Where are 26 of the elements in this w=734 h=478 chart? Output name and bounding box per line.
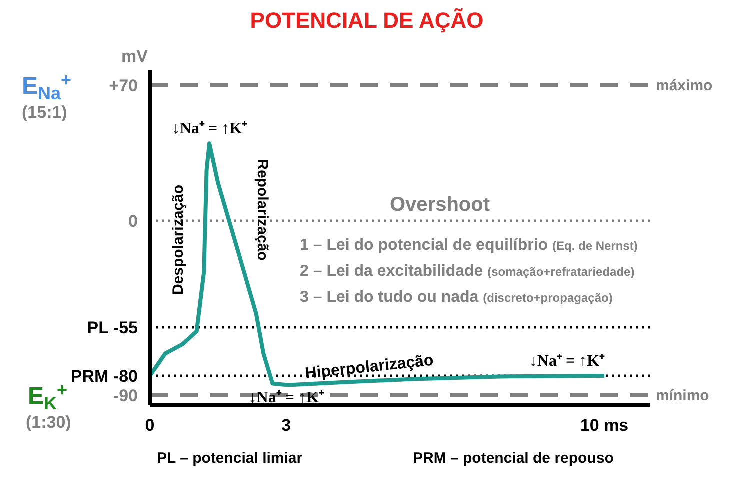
y-tick-label: 0 — [128, 212, 138, 232]
annotation: Despolarização — [170, 184, 187, 296]
annotation: ↓Na⁺ = ↑K⁺ — [529, 352, 606, 370]
annotation: ↓Na⁺ = ↑K⁺ — [248, 390, 325, 407]
y-tick-label: -90 — [113, 386, 138, 406]
y-tick-label: +70 — [109, 76, 138, 96]
annotation: Hiperpolarização — [304, 352, 435, 383]
text: PL – potencial limiar — [157, 450, 303, 467]
chart-title: POTENCIAL DE AÇÃO — [250, 8, 484, 33]
annotation: 3 – Lei do tudo ou nada (discreto+propagação) — [300, 289, 613, 306]
annotation: 2 – Lei da excitabilidade (somação+refratariedade) — [300, 263, 635, 280]
y-tick-label: PRM -80 — [70, 366, 138, 386]
text: (1:30) — [26, 413, 72, 432]
ref-line-label: máximo — [656, 77, 713, 94]
text: PRM – potencial de repouso — [413, 450, 614, 467]
annotation: 1 – Lei do potencial de equilíbrio (Eq. de Nernst) — [300, 237, 638, 254]
annotation: Repolarização — [254, 159, 271, 261]
text: (15:1) — [22, 103, 68, 122]
ref-line-label: mínimo — [656, 387, 710, 404]
x-tick-label: 10 ms — [580, 416, 629, 435]
x-tick-label: 3 — [282, 416, 292, 435]
y-tick-label: PL -55 — [87, 318, 138, 338]
x-tick-label: 0 — [145, 416, 155, 435]
y-axis-title: mV — [122, 47, 149, 66]
annotation: ↓Na⁺ = ↑K⁺ — [172, 120, 248, 138]
ref-line-label: Overshoot — [390, 194, 490, 216]
